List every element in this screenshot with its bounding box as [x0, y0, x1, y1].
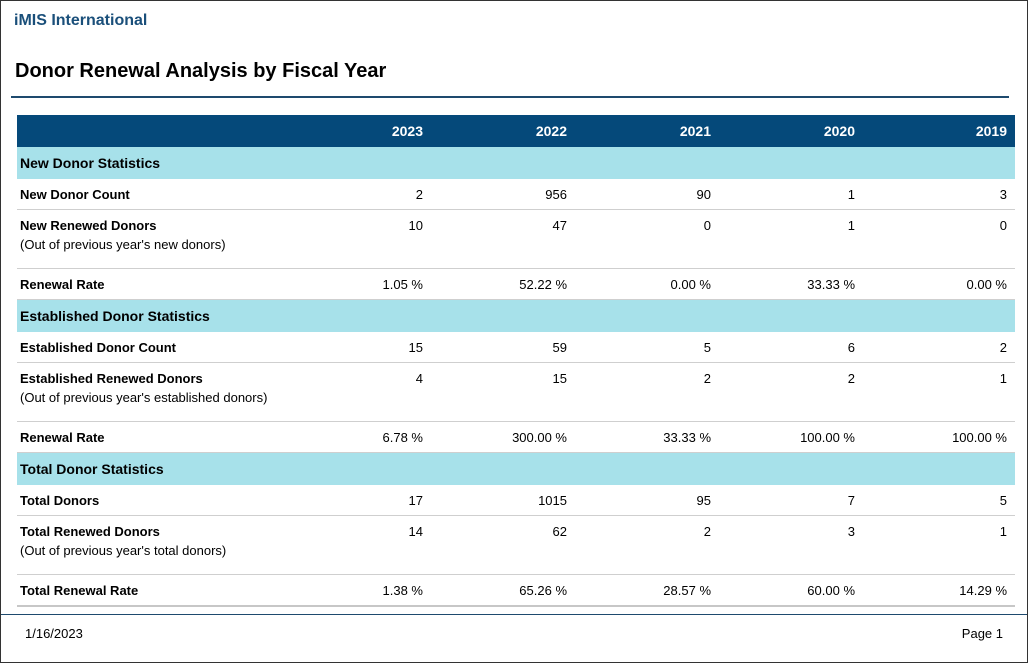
table-row: Total Renewed Donors (Out of previous ye…: [17, 515, 1015, 575]
value-cell: 3: [863, 179, 1015, 210]
section-title: New Donor Statistics: [17, 147, 1015, 179]
table-row: Established Donor Count 15 59 5 6 2: [17, 332, 1015, 363]
value-cell: 2: [575, 515, 719, 575]
value-cell: 100.00 %: [863, 421, 1015, 453]
row-label: Established Renewed Donors: [20, 371, 203, 386]
value-cell: 2: [287, 179, 431, 210]
value-cell: 5: [863, 485, 1015, 516]
row-label: New Renewed Donors: [20, 218, 157, 233]
section-header-row: Total Donor Statistics: [17, 452, 1015, 485]
value-cell: 28.57 %: [575, 574, 719, 607]
row-sublabel: (Out of previous year's established dono…: [20, 390, 268, 405]
row-label-cell: New Donor Count: [17, 179, 287, 210]
row-label-cell: Renewal Rate: [17, 421, 287, 453]
value-cell: 14.29 %: [863, 574, 1015, 607]
header-label-cell: [17, 115, 287, 147]
table-row: New Renewed Donors (Out of previous year…: [17, 209, 1015, 269]
value-cell: 59: [431, 332, 575, 363]
row-label: Total Renewed Donors: [20, 524, 160, 539]
page-number: Page 1: [961, 626, 1003, 641]
value-cell: 2: [863, 332, 1015, 363]
header-year: 2022: [431, 115, 575, 147]
value-cell: 0.00 %: [575, 268, 719, 300]
table-header-row: 2023 2022 2021 2020 2019: [17, 115, 1015, 147]
value-cell: 33.33 %: [719, 268, 863, 300]
row-label-cell: Total Donors: [17, 485, 287, 516]
value-cell: 15: [287, 332, 431, 363]
table-row: Renewal Rate 6.78 % 300.00 % 33.33 % 100…: [17, 421, 1015, 453]
table-row: Total Renewal Rate 1.38 % 65.26 % 28.57 …: [17, 574, 1015, 607]
value-cell: 956: [431, 179, 575, 210]
row-sublabel: (Out of previous year's total donors): [20, 543, 227, 558]
section-title: Established Donor Statistics: [17, 299, 1015, 332]
org-name: iMIS International: [14, 12, 148, 29]
row-label: Renewal Rate: [20, 276, 105, 292]
row-label: Total Donors: [20, 492, 100, 508]
title-divider: [11, 96, 1009, 98]
value-cell: 1: [863, 362, 1015, 422]
value-cell: 95: [575, 485, 719, 516]
section-header-row: Established Donor Statistics: [17, 299, 1015, 332]
report-title: Donor Renewal Analysis by Fiscal Year: [15, 60, 387, 82]
row-label-cell: Renewal Rate: [17, 268, 287, 300]
value-cell: 300.00 %: [431, 421, 575, 453]
section-header-row: New Donor Statistics: [17, 147, 1015, 179]
value-cell: 60.00 %: [719, 574, 863, 607]
value-cell: 1: [863, 515, 1015, 575]
row-label-cell: Established Donor Count: [17, 332, 287, 363]
value-cell: 1: [719, 179, 863, 210]
value-cell: 4: [287, 362, 431, 422]
section-title: Total Donor Statistics: [17, 452, 1015, 485]
row-label-cell: Established Renewed Donors (Out of previ…: [17, 362, 287, 422]
value-cell: 100.00 %: [719, 421, 863, 453]
value-cell: 2: [575, 362, 719, 422]
value-cell: 14: [287, 515, 431, 575]
row-label: New Donor Count: [20, 186, 130, 202]
footer-divider: [1, 614, 1027, 615]
row-label: Total Renewal Rate: [20, 582, 139, 598]
value-cell: 15: [431, 362, 575, 422]
row-label-cell: Total Renewal Rate: [17, 574, 287, 607]
value-cell: 33.33 %: [575, 421, 719, 453]
value-cell: 90: [575, 179, 719, 210]
value-cell: 1: [719, 209, 863, 269]
value-cell: 52.22 %: [431, 268, 575, 300]
table-row: Renewal Rate 1.05 % 52.22 % 0.00 % 33.33…: [17, 268, 1015, 300]
row-sublabel: (Out of previous year's new donors): [20, 237, 226, 252]
value-cell: 1.05 %: [287, 268, 431, 300]
value-cell: 1.38 %: [287, 574, 431, 607]
value-cell: 6: [719, 332, 863, 363]
value-cell: 62: [431, 515, 575, 575]
table-row: New Donor Count 2 956 90 1 3: [17, 179, 1015, 210]
value-cell: 2: [719, 362, 863, 422]
value-cell: 65.26 %: [431, 574, 575, 607]
row-label-cell: New Renewed Donors (Out of previous year…: [17, 209, 287, 269]
value-cell: 17: [287, 485, 431, 516]
value-cell: 1015: [431, 485, 575, 516]
value-cell: 10: [287, 209, 431, 269]
value-cell: 5: [575, 332, 719, 363]
value-cell: 7: [719, 485, 863, 516]
value-cell: 0: [575, 209, 719, 269]
header-year: 2019: [863, 115, 1015, 147]
header-year: 2020: [719, 115, 863, 147]
value-cell: 0: [863, 209, 1015, 269]
table-row: Total Donors 17 1015 95 7 5: [17, 485, 1015, 516]
header-year: 2021: [575, 115, 719, 147]
footer-date: 1/16/2023: [25, 626, 83, 641]
value-cell: 47: [431, 209, 575, 269]
row-label: Established Donor Count: [20, 339, 176, 355]
row-label-cell: Total Renewed Donors (Out of previous ye…: [17, 515, 287, 575]
donor-stats-table: 2023 2022 2021 2020 2019 New Donor Stati…: [17, 115, 1015, 607]
value-cell: 0.00 %: [863, 268, 1015, 300]
row-label: Renewal Rate: [20, 429, 105, 445]
table-row: Established Renewed Donors (Out of previ…: [17, 362, 1015, 422]
value-cell: 3: [719, 515, 863, 575]
value-cell: 6.78 %: [287, 421, 431, 453]
header-year: 2023: [287, 115, 431, 147]
